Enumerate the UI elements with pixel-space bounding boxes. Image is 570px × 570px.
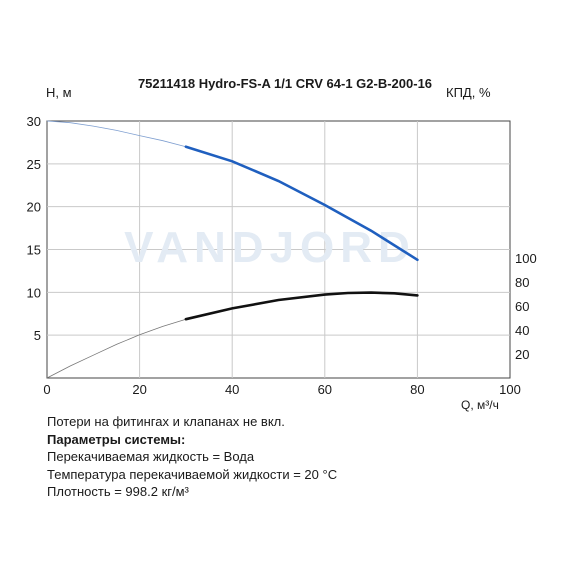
tick-labels: 0 20 40 60 80 100 5 10 15 20 25 30 20 40 60 80 100 (27, 114, 537, 397)
note-density: Плотность = 998.2 кг/м³ (47, 484, 189, 499)
note-losses: Потери на фитингах и клапанах не вкл. (47, 414, 285, 429)
x-axis-label: Q, м³/ч (461, 398, 499, 412)
y-left-tick-label: 25 (27, 157, 41, 172)
watermark-logo: VANDJORD (124, 223, 416, 272)
chart-title: 75211418 Hydro-FS-A 1/1 CRV 64-1 G2-B-20… (137, 76, 433, 91)
system-notes: Потери на фитингах и клапанах не вкл. Па… (47, 413, 337, 501)
grid (47, 121, 510, 378)
note-temperature: Температура перекачиваемой жидкости = 20… (47, 466, 338, 482)
x-tick-label: 60 (318, 382, 332, 397)
head-curve-operating (184, 145, 419, 262)
y-left-tick-label: 10 (27, 285, 41, 300)
y-right-tick-label: 20 (515, 347, 529, 362)
y-left-tick-label: 20 (27, 200, 41, 215)
y-axis-left-label: H, м (46, 85, 72, 100)
y-left-tick-label: 15 (27, 243, 41, 258)
system-params-heading: Параметры системы: (47, 431, 186, 447)
x-tick-label: 100 (499, 382, 521, 397)
y-right-tick-label: 80 (515, 275, 529, 290)
y-right-tick-label: 100 (515, 251, 537, 266)
y-left-tick-label: 30 (27, 114, 41, 129)
note-liquid: Перекачиваемая жидкость = Вода (47, 449, 255, 464)
efficiency-curve-operating (184, 291, 419, 321)
y-left-tick-label: 5 (34, 328, 41, 343)
y-axis-right-label: КПД, % (446, 85, 491, 100)
x-tick-label: 0 (43, 382, 50, 397)
head-curve-extrapolated (46, 120, 187, 148)
y-right-tick-label: 40 (515, 323, 529, 338)
x-tick-label: 20 (132, 382, 146, 397)
series-group (46, 120, 419, 379)
y-right-tick-label: 60 (515, 299, 529, 314)
efficiency-curve-extrapolated (46, 318, 187, 379)
x-tick-label: 40 (225, 382, 239, 397)
x-tick-label: 80 (410, 382, 424, 397)
